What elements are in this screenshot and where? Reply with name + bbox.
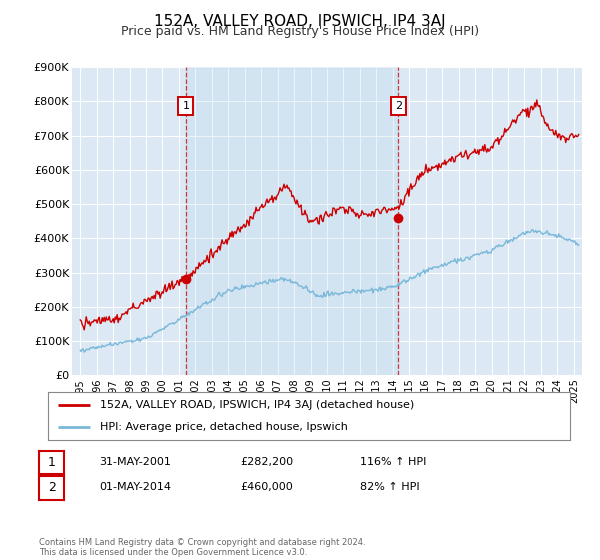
Text: 116% ↑ HPI: 116% ↑ HPI bbox=[360, 457, 427, 467]
Text: 152A, VALLEY ROAD, IPSWICH, IP4 3AJ (detached house): 152A, VALLEY ROAD, IPSWICH, IP4 3AJ (det… bbox=[100, 400, 415, 410]
Text: 152A, VALLEY ROAD, IPSWICH, IP4 3AJ: 152A, VALLEY ROAD, IPSWICH, IP4 3AJ bbox=[154, 14, 446, 29]
Text: £282,200: £282,200 bbox=[240, 457, 293, 467]
Text: 2: 2 bbox=[47, 481, 56, 494]
Text: 31-MAY-2001: 31-MAY-2001 bbox=[99, 457, 171, 467]
Text: Contains HM Land Registry data © Crown copyright and database right 2024.
This d: Contains HM Land Registry data © Crown c… bbox=[39, 538, 365, 557]
Text: Price paid vs. HM Land Registry's House Price Index (HPI): Price paid vs. HM Land Registry's House … bbox=[121, 25, 479, 38]
Text: £460,000: £460,000 bbox=[240, 482, 293, 492]
Text: 2: 2 bbox=[395, 101, 402, 111]
Text: 82% ↑ HPI: 82% ↑ HPI bbox=[360, 482, 419, 492]
Text: 1: 1 bbox=[47, 456, 56, 469]
Bar bbox=[186, 67, 398, 375]
Text: 1: 1 bbox=[182, 101, 190, 111]
Text: 01-MAY-2014: 01-MAY-2014 bbox=[99, 482, 171, 492]
Text: HPI: Average price, detached house, Ipswich: HPI: Average price, detached house, Ipsw… bbox=[100, 422, 348, 432]
